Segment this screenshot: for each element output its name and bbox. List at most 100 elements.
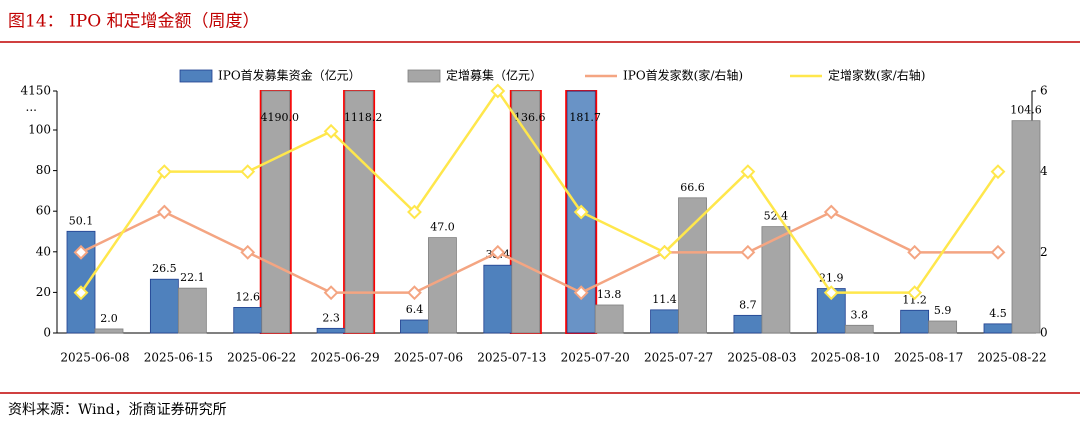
data-label: 50.1 bbox=[69, 214, 94, 227]
bar bbox=[177, 287, 207, 334]
line-marker bbox=[990, 164, 1006, 180]
legend-label: IPO首发家数(家/右轴) bbox=[623, 68, 743, 83]
x-tick-label: 2025-08-22 bbox=[977, 351, 1046, 365]
line-marker bbox=[990, 244, 1006, 260]
line-marker bbox=[740, 164, 756, 180]
line-marker bbox=[740, 244, 756, 260]
bar bbox=[733, 314, 763, 334]
x-tick-label: 2025-08-03 bbox=[727, 351, 796, 365]
line-marker bbox=[823, 285, 839, 301]
bar bbox=[233, 307, 263, 334]
y-tick-label: 40 bbox=[36, 244, 51, 258]
line-marker bbox=[490, 83, 506, 99]
bar bbox=[483, 264, 513, 334]
legend-swatch bbox=[407, 69, 441, 83]
x-tick-label: 2025-08-17 bbox=[894, 351, 963, 365]
line-marker bbox=[573, 204, 589, 220]
bar bbox=[316, 327, 346, 334]
line-marker bbox=[490, 244, 506, 260]
data-label: 3.8 bbox=[851, 308, 869, 321]
data-label: 181.7 bbox=[569, 111, 601, 124]
bar bbox=[650, 309, 679, 334]
line-marker bbox=[323, 285, 339, 301]
data-label: 104.6 bbox=[1010, 104, 1042, 117]
line-marker bbox=[907, 244, 923, 260]
line-marker bbox=[657, 244, 672, 260]
x-tick-label: 2025-06-22 bbox=[227, 351, 296, 365]
line-marker bbox=[156, 164, 172, 180]
data-label: 4190.0 bbox=[260, 111, 299, 124]
line-marker bbox=[573, 285, 589, 301]
bar bbox=[983, 323, 1013, 334]
data-label: 5.9 bbox=[934, 304, 952, 317]
line bbox=[80, 210, 998, 295]
y-tick-label: 80 bbox=[36, 163, 51, 177]
data-label: 47.0 bbox=[430, 221, 455, 234]
x-tick-label: 2025-07-20 bbox=[561, 351, 630, 365]
x-tick-label: 2025-06-15 bbox=[144, 351, 213, 365]
line-marker bbox=[907, 285, 923, 301]
data-label: 26.5 bbox=[152, 262, 177, 275]
x-tick-label: 2025-07-13 bbox=[477, 351, 546, 365]
line-marker bbox=[240, 164, 256, 180]
y-tick-label: 20 bbox=[36, 285, 51, 299]
data-label: 21.9 bbox=[819, 272, 844, 285]
data-label: 4.5 bbox=[989, 307, 1007, 320]
y2-tick-label: 0 bbox=[1040, 326, 1048, 340]
line-marker bbox=[407, 204, 422, 220]
bar bbox=[94, 328, 124, 334]
legend-swatch bbox=[179, 69, 213, 83]
data-label: 2.3 bbox=[322, 311, 340, 324]
line-marker bbox=[240, 244, 256, 260]
bar bbox=[261, 90, 291, 334]
bar bbox=[428, 237, 457, 334]
line-marker bbox=[823, 204, 839, 220]
y-break-label: ... bbox=[26, 100, 37, 114]
bar bbox=[400, 319, 429, 334]
y-tick-label: 0 bbox=[43, 326, 51, 340]
y-tick-label: 4150 bbox=[20, 84, 51, 98]
y-tick-label: 60 bbox=[36, 204, 51, 218]
x-tick-label: 2025-07-06 bbox=[394, 351, 463, 365]
bar bbox=[594, 304, 624, 334]
bar bbox=[149, 278, 179, 334]
line-marker bbox=[156, 204, 172, 220]
bar bbox=[678, 197, 707, 334]
data-label: 1118.2 bbox=[344, 111, 383, 124]
data-label: 6.4 bbox=[406, 303, 424, 316]
line-marker bbox=[73, 244, 89, 260]
x-tick-label: 2025-07-27 bbox=[644, 351, 713, 365]
line-marker bbox=[407, 285, 422, 301]
line bbox=[79, 88, 1000, 294]
data-label: 66.6 bbox=[680, 181, 705, 194]
bar bbox=[844, 324, 874, 334]
line-marker bbox=[73, 285, 89, 301]
x-tick-label: 2025-06-29 bbox=[310, 351, 379, 365]
y2-tick-label: 2 bbox=[1040, 245, 1048, 259]
x-tick-label: 2025-08-10 bbox=[811, 351, 880, 365]
data-label: 13.8 bbox=[597, 288, 622, 301]
data-label: 8.7 bbox=[739, 298, 757, 311]
legend-label: 定增家数(家/右轴) bbox=[828, 68, 925, 83]
data-label: 136.6 bbox=[514, 111, 546, 124]
data-label: 11.4 bbox=[652, 293, 677, 306]
source: 资料来源：Wind，浙商证券研究所 bbox=[8, 402, 227, 418]
data-label: 22.1 bbox=[180, 271, 205, 284]
bar bbox=[928, 320, 958, 334]
line-marker bbox=[323, 123, 339, 139]
y2-tick-label: 6 bbox=[1040, 84, 1048, 98]
bar bbox=[1011, 120, 1041, 334]
data-label: 2.0 bbox=[100, 312, 118, 325]
bar bbox=[511, 90, 541, 334]
bar bbox=[344, 90, 374, 334]
x-tick-label: 2025-06-08 bbox=[60, 351, 129, 365]
data-label: 12.6 bbox=[235, 290, 260, 303]
legend-label: 定增募集（亿元） bbox=[446, 68, 542, 83]
y-tick-label: 100 bbox=[28, 123, 51, 137]
legend-label: IPO首发募集资金（亿元） bbox=[218, 68, 361, 83]
chart-title: 图14： IPO 和定增金额（周度） bbox=[8, 12, 260, 32]
y2-tick-label: 4 bbox=[1040, 164, 1048, 178]
bar bbox=[900, 309, 930, 334]
